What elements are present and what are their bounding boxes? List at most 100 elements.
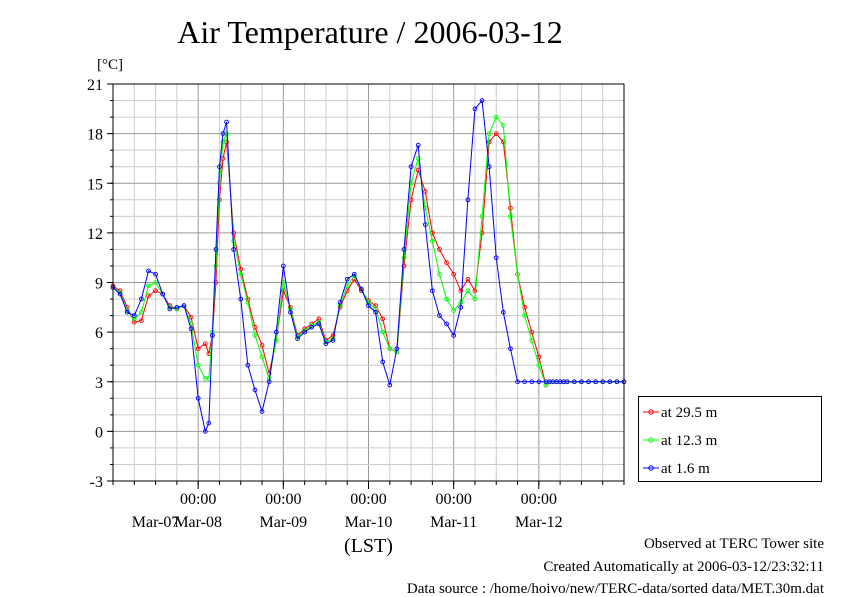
data-point <box>188 314 194 320</box>
grid <box>113 84 624 481</box>
data-point <box>351 271 357 277</box>
data-point <box>373 306 378 312</box>
data-point <box>288 309 293 315</box>
data-point <box>415 156 421 161</box>
data-point <box>543 382 549 388</box>
x-tick-time-label: 00:00 <box>265 491 301 508</box>
data-point <box>266 379 272 385</box>
data-point <box>337 300 343 305</box>
data-point <box>302 329 307 335</box>
data-point <box>153 280 158 285</box>
data-point <box>564 379 570 385</box>
data-point <box>430 238 435 244</box>
data-point <box>493 255 499 261</box>
data-point <box>579 379 584 385</box>
x-axis-label: (LST) <box>344 535 393 557</box>
data-point <box>206 420 212 426</box>
data-point <box>607 379 613 385</box>
data-point <box>444 296 449 302</box>
x-tick-time-label: 00:00 <box>521 491 557 508</box>
data-point <box>195 395 201 401</box>
y-axis-label: [°C] <box>97 57 123 73</box>
data-point <box>472 288 478 294</box>
data-point <box>124 309 130 315</box>
data-point <box>479 213 485 219</box>
data-point <box>231 247 237 252</box>
data-point <box>131 313 137 318</box>
y-tick-label: -3 <box>90 474 103 491</box>
data-point <box>401 247 407 252</box>
data-point <box>146 293 151 299</box>
data-point <box>536 362 542 368</box>
data-point <box>238 271 244 277</box>
data-point <box>465 288 471 294</box>
data-point <box>139 309 144 315</box>
data-point <box>131 319 137 325</box>
data-point <box>508 346 513 352</box>
data-point <box>323 341 329 347</box>
data-point <box>444 321 449 327</box>
data-point <box>408 164 414 170</box>
data-point <box>493 131 499 136</box>
legend-item-12-3m: at 12.3 m <box>639 431 821 451</box>
data-point <box>210 333 215 338</box>
data-point <box>217 180 222 186</box>
data-point <box>146 268 151 274</box>
legend-label: at 29.5 m <box>661 405 718 421</box>
data-point <box>213 280 219 285</box>
data-point <box>220 139 226 145</box>
data-point <box>224 119 229 125</box>
data-point <box>472 296 478 302</box>
data-point <box>167 306 173 312</box>
x-tick-date-label: Mar-08 <box>174 514 222 531</box>
data-point <box>174 304 180 310</box>
x-tick-date-label: Mar-09 <box>259 514 307 531</box>
data-point <box>153 271 158 277</box>
data-point <box>387 382 393 388</box>
x-tick-date-label: Mar-11 <box>430 514 477 531</box>
data-point <box>430 288 435 294</box>
data-point <box>387 346 393 352</box>
data-point <box>295 336 300 342</box>
data-point <box>472 106 478 112</box>
data-point <box>259 343 265 348</box>
data-point <box>160 291 166 297</box>
data-point <box>195 362 201 368</box>
x-tick-date-label: Mar-10 <box>345 514 393 531</box>
data-point <box>465 276 471 282</box>
data-point <box>479 98 485 103</box>
y-tick-label: 6 <box>95 325 103 342</box>
x-tick-time-label: 00:00 <box>350 491 386 508</box>
data-point <box>213 247 219 252</box>
data-point <box>259 409 265 414</box>
data-point <box>245 300 251 305</box>
data-point <box>380 316 386 322</box>
data-point <box>202 429 208 434</box>
data-point <box>181 303 187 309</box>
data-point <box>139 318 144 323</box>
data-point <box>380 329 386 335</box>
data-point <box>437 247 442 252</box>
data-point <box>500 123 506 128</box>
data-point <box>593 379 598 385</box>
y-tick-label: 15 <box>87 176 103 193</box>
data-point <box>213 263 219 269</box>
y-tick-label: 0 <box>95 424 103 441</box>
data-point <box>458 304 464 310</box>
data-point <box>451 333 457 338</box>
data-point <box>259 354 265 360</box>
data-point <box>486 164 492 170</box>
y-tick-label: 3 <box>95 375 103 392</box>
y-tick-label: 12 <box>87 226 103 243</box>
data-point <box>153 288 158 294</box>
x-tick-time-label: 00:00 <box>435 491 471 508</box>
data-point <box>131 316 137 322</box>
legend-item-29-5m: at 29.5 m <box>639 403 821 423</box>
data-point <box>380 359 386 365</box>
legend-marker-red-icon <box>643 409 659 415</box>
data-point <box>522 313 527 318</box>
data-point <box>614 379 620 385</box>
footer-site: Observed at TERC Tower site <box>643 536 824 552</box>
data-point <box>373 303 378 309</box>
data-point <box>220 131 226 136</box>
